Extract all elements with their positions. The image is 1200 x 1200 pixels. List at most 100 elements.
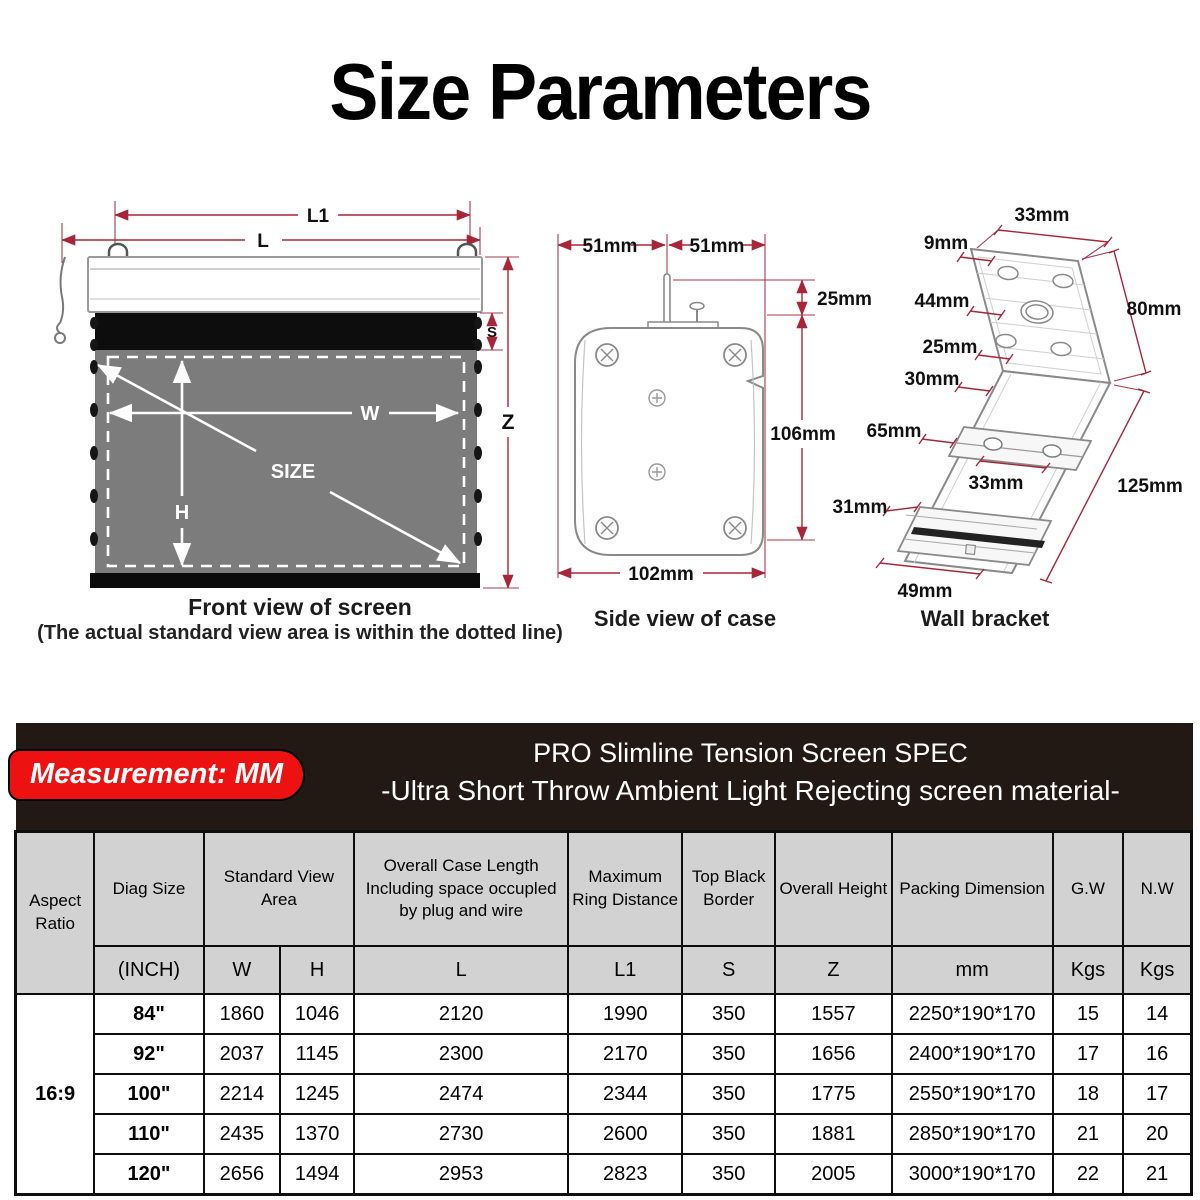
bracket-dim-49: 49mm: [898, 581, 953, 602]
center-screws: [648, 389, 666, 481]
cell-nw: 14: [1122, 993, 1193, 1035]
cell-nw: 16: [1122, 1033, 1193, 1075]
cell-l1: 2344: [567, 1073, 684, 1115]
cell-l1: 2170: [567, 1033, 684, 1075]
header-aspect-ratio: Aspect Ratio: [14, 830, 96, 995]
bracket-dim-33-top: 33mm: [1015, 205, 1070, 226]
front-dim-l1: L1: [307, 206, 330, 227]
side-dim-51-right: 51mm: [690, 236, 745, 257]
subheader-inch: (INCH): [93, 945, 205, 995]
cell-packing: 2400*190*170: [890, 1033, 1054, 1075]
cell-packing: 3000*190*170: [890, 1153, 1054, 1196]
header-overall-case-length: Overall Case Length Including space occu…: [353, 830, 570, 947]
subheader-w: W: [202, 945, 282, 995]
side-dim-102: 102mm: [628, 564, 694, 585]
cell-diag: 110": [93, 1113, 205, 1155]
tension-tabs: [90, 317, 482, 546]
subheader-h: H: [279, 945, 356, 995]
cell-z: 1656: [774, 1033, 893, 1075]
mounting-stem: [647, 273, 719, 329]
cell-gw: 21: [1051, 1113, 1125, 1155]
wall-bracket-caption: Wall bracket: [920, 606, 1050, 631]
header-gw: G.W: [1051, 830, 1125, 947]
spec-header-bar: Measurement: MM PRO Slimline Tension Scr…: [8, 723, 1193, 830]
bracket-dim-33-mid: 33mm: [969, 473, 1024, 494]
cell-nw: 17: [1122, 1073, 1193, 1115]
aspect-ratio-value: 16:9: [14, 993, 96, 1196]
view-area-dotted-line: [106, 355, 466, 568]
front-dim-w: W: [361, 403, 380, 425]
bracket-dimension-labels: 33mm 9mm 44mm 25mm 30mm 65mm 31mm 33mm 4…: [833, 205, 1183, 602]
cell-h: 1145: [279, 1033, 356, 1075]
cell-z: 2005: [774, 1153, 893, 1196]
spec-title-line1: PRO Slimline Tension Screen SPEC: [533, 738, 968, 768]
cell-w: 2037: [202, 1033, 282, 1075]
cell-l: 2300: [353, 1033, 570, 1075]
screen-case: [87, 256, 483, 313]
subheader-s: S: [681, 945, 777, 995]
header-nw: N.W: [1122, 830, 1193, 947]
hanging-loop-right-icon: [456, 242, 478, 257]
hanging-loop-left-icon: [107, 242, 129, 257]
corner-screws: [595, 343, 747, 540]
side-dim-51-left: 51mm: [583, 236, 638, 257]
bracket-dim-31: 31mm: [833, 497, 888, 518]
subheader-l: L: [353, 945, 570, 995]
subheader-kgs-gw: Kgs: [1051, 945, 1125, 995]
cell-diag: 100": [93, 1073, 205, 1115]
cell-nw: 21: [1122, 1153, 1193, 1196]
front-view-subcaption: (The actual standard view area is within…: [37, 622, 563, 644]
cell-l1: 1990: [567, 993, 684, 1035]
header-top-black-border: Top Black Border: [681, 830, 777, 947]
cell-packing: 2550*190*170: [890, 1073, 1054, 1115]
cell-z: 1881: [774, 1113, 893, 1155]
subheader-kgs-nw: Kgs: [1122, 945, 1193, 995]
side-dim-106: 106mm: [770, 424, 836, 445]
subheader-z: Z: [774, 945, 893, 995]
cell-l: 2953: [353, 1153, 570, 1196]
front-dim-h: H: [175, 502, 189, 524]
bracket-body: [896, 247, 1112, 575]
spec-table: Aspect Ratio Diag Size Standard View Are…: [14, 830, 1193, 1196]
cell-w: 2656: [202, 1153, 282, 1196]
table-row: 110" 2435 1370 2730 2600 350 1881 2850*1…: [16, 1113, 1193, 1155]
table-row: 100" 2214 1245 2474 2344 350 1775 2550*1…: [16, 1073, 1193, 1115]
cell-gw: 22: [1051, 1153, 1125, 1196]
cell-l1: 2600: [567, 1113, 684, 1155]
cell-h: 1046: [279, 993, 356, 1035]
cell-l: 2474: [353, 1073, 570, 1115]
page-title: Size Parameters: [329, 47, 872, 136]
spec-title-line2: -Ultra Short Throw Ambient Light Rejecti…: [381, 775, 1120, 806]
cell-w: 2435: [202, 1113, 282, 1155]
cell-h: 1245: [279, 1073, 356, 1115]
bracket-dim-125: 125mm: [1117, 476, 1183, 497]
cell-nw: 20: [1122, 1113, 1193, 1155]
cell-w: 1860: [202, 993, 282, 1035]
bracket-holes: [995, 265, 1074, 357]
spec-bar-titles: PRO Slimline Tension Screen SPEC -Ultra …: [316, 734, 1185, 810]
measurement-badge: Measurement: MM: [8, 749, 305, 801]
header-packing-dimension: Packing Dimension: [890, 830, 1054, 947]
bracket-dimension-lines: [875, 224, 1152, 584]
table-row: 92" 2037 1145 2300 2170 350 1656 2400*19…: [16, 1033, 1193, 1075]
front-dim-size: SIZE: [271, 461, 315, 483]
front-view-diagram: L1 L: [54, 201, 519, 589]
table-row: 120" 2656 1494 2953 2823 350 2005 3000*1…: [16, 1153, 1193, 1196]
cell-w: 2214: [202, 1073, 282, 1115]
front-dim-l: L: [257, 231, 269, 252]
side-dim-25: 25mm: [817, 289, 872, 310]
pull-cord: [54, 256, 66, 344]
bracket-dim-80: 80mm: [1127, 299, 1182, 320]
cell-s: 350: [681, 1113, 777, 1155]
bracket-dim-65: 65mm: [867, 421, 922, 442]
header-overall-height: Overall Height: [774, 830, 893, 947]
bracket-dim-9: 9mm: [924, 233, 968, 254]
cell-packing: 2250*190*170: [890, 993, 1054, 1035]
case-profile: [574, 327, 764, 556]
wall-bracket-diagram: 33mm 9mm 44mm 25mm 30mm 65mm 31mm 33mm 4…: [833, 205, 1183, 602]
cell-diag: 92": [93, 1033, 205, 1075]
side-view-caption: Side view of case: [593, 606, 777, 631]
cell-l1: 2823: [567, 1153, 684, 1196]
bracket-rail-upper: [947, 426, 1093, 471]
